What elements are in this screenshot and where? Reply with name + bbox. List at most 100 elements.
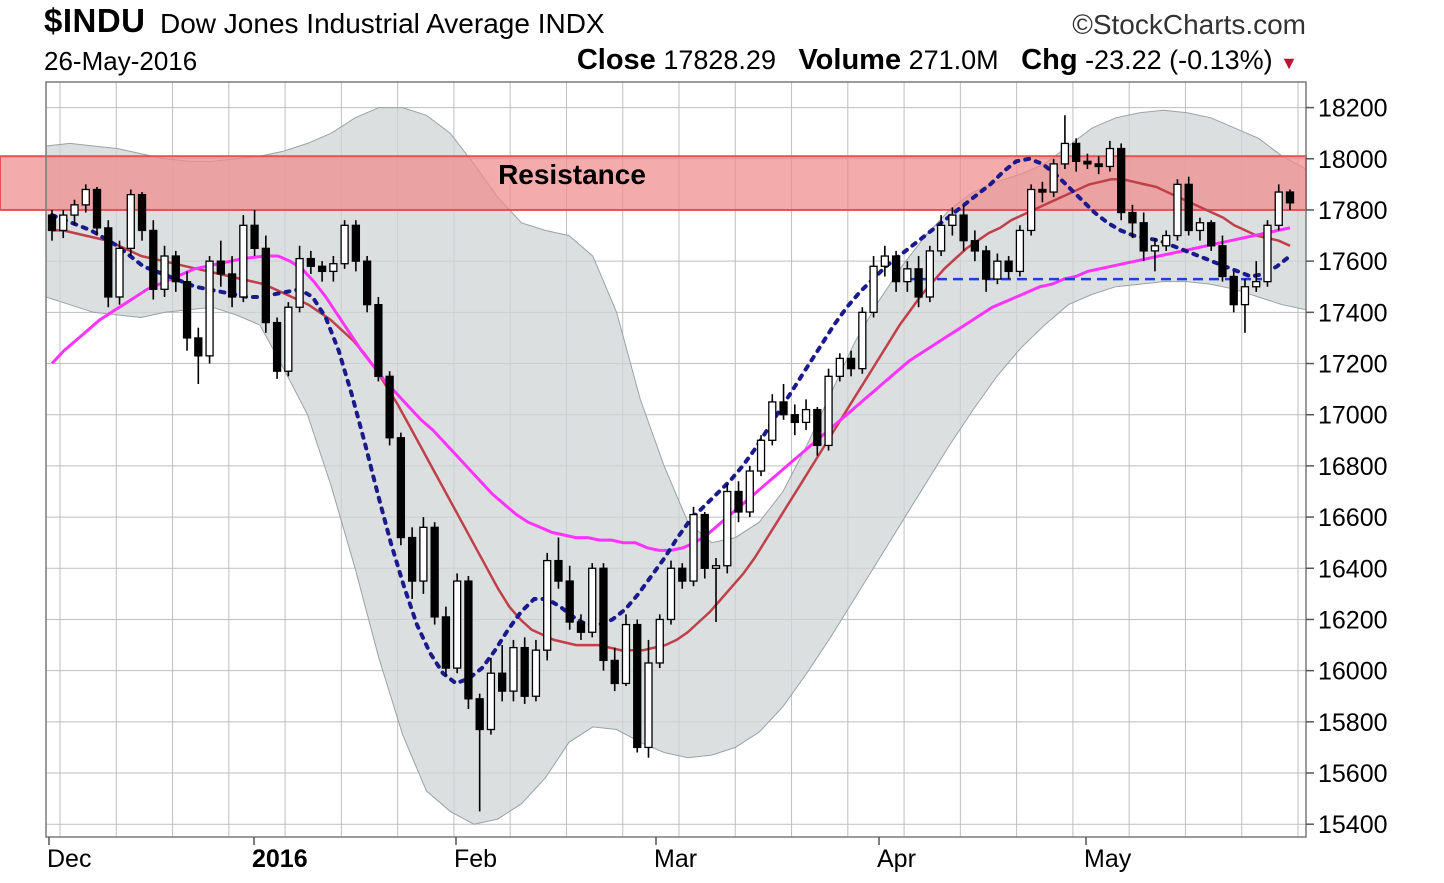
candle-50 <box>610 647 619 692</box>
candle-body-11 <box>171 255 180 283</box>
candle-body-29 <box>374 304 383 377</box>
candle-80 <box>948 207 957 236</box>
candle-17 <box>239 215 248 303</box>
candle-body-67 <box>801 408 811 424</box>
candle-69 <box>824 368 833 451</box>
resistance-band <box>0 155 1307 211</box>
close-label: Close <box>576 44 656 76</box>
candle-body-28 <box>362 260 372 306</box>
candle-92 <box>1083 153 1092 170</box>
index-name: Dow Jones Industrial Average INDX <box>160 8 605 40</box>
y-tick-label-13: 15600 <box>1318 760 1388 788</box>
candle-body-2 <box>70 204 79 216</box>
brand-logo[interactable]: ©StockCharts.com <box>1072 9 1306 40</box>
candle-95 <box>1117 143 1126 221</box>
candle-body-105 <box>1229 275 1238 306</box>
candle-body-56 <box>678 567 687 582</box>
candle-103 <box>1207 220 1216 251</box>
candle-88 <box>1038 181 1047 203</box>
candle-body-13 <box>194 337 203 357</box>
candle-body-78 <box>925 250 935 298</box>
candle-body-79 <box>936 224 946 252</box>
candle-57 <box>689 506 698 587</box>
y-tick-label-0: 18200 <box>1318 95 1388 123</box>
y-tick-label-5: 17200 <box>1318 351 1388 379</box>
candle-body-41 <box>509 646 518 692</box>
candle-96 <box>1128 204 1137 239</box>
candle-body-91 <box>1072 142 1081 162</box>
y-tick-label-4: 17400 <box>1318 299 1388 327</box>
candle-body-97 <box>1139 222 1148 252</box>
chg-value: -23.22 (-0.13%) <box>1085 45 1273 75</box>
candle-body-19 <box>261 247 270 324</box>
candle-body-10 <box>160 255 169 290</box>
candle-body-90 <box>1060 142 1070 165</box>
y-tick-label-3: 17600 <box>1318 248 1388 276</box>
candle-73 <box>869 256 878 318</box>
candle-body-47 <box>576 621 586 633</box>
candle-25 <box>329 256 338 282</box>
candle-body-106 <box>1240 286 1250 306</box>
x-tick-label-0: Dec <box>47 845 91 873</box>
candle-body-26 <box>340 224 349 265</box>
y-tick-label-12: 15800 <box>1318 709 1388 737</box>
candle-body-37 <box>464 580 473 700</box>
candle-body-88 <box>1038 188 1047 193</box>
candle-body-22 <box>295 257 304 308</box>
resistance-label: Resistance <box>498 159 646 190</box>
candle-62 <box>745 465 754 518</box>
candle-40 <box>498 645 507 702</box>
candle-13 <box>194 327 203 384</box>
y-tick-label-14: 15400 <box>1318 811 1388 839</box>
volume-label: Volume <box>798 44 902 76</box>
candle-2 <box>70 199 79 226</box>
plot-frame <box>45 81 1307 838</box>
candle-body-7 <box>126 193 135 250</box>
candle-31 <box>396 432 406 546</box>
candle-105 <box>1229 271 1238 313</box>
candle-84 <box>993 253 1002 285</box>
candle-body-58 <box>700 513 709 569</box>
candle-30 <box>385 371 394 446</box>
candle-102 <box>1195 217 1205 241</box>
candle-39 <box>486 657 496 735</box>
candle-53 <box>644 639 653 758</box>
candle-body-44 <box>543 559 552 651</box>
ticker-symbol: $INDU <box>44 2 146 39</box>
candle-body-61 <box>734 490 743 513</box>
candle-58 <box>700 511 709 579</box>
candle-body-73 <box>869 265 878 313</box>
candles <box>47 115 1295 812</box>
candle-29 <box>374 296 383 382</box>
candle-body-82 <box>970 240 980 252</box>
candle-18 <box>250 209 259 257</box>
candle-78 <box>925 245 935 303</box>
candle-body-75 <box>891 255 901 283</box>
candle-10 <box>160 245 169 297</box>
candle-body-12 <box>182 280 192 339</box>
candle-97 <box>1139 212 1148 262</box>
candle-body-4 <box>92 188 102 229</box>
candle-body-42 <box>520 646 529 697</box>
exchange-label: INDX <box>537 8 605 39</box>
candle-body-55 <box>666 567 676 621</box>
candle-body-30 <box>385 375 394 439</box>
close-value: 17828.29 <box>663 45 776 75</box>
candle-body-69 <box>824 375 833 447</box>
candle-70 <box>835 353 844 382</box>
candle-body-1 <box>59 214 68 232</box>
candle-14 <box>205 256 214 364</box>
candle-body-9 <box>149 229 158 290</box>
candle-109 <box>1274 184 1283 231</box>
candle-body-99 <box>1162 234 1171 247</box>
candle-99 <box>1162 230 1171 251</box>
x-tick-label-4: Apr <box>877 845 916 873</box>
down-triangle-icon: ▼ <box>1280 53 1298 73</box>
candle-body-20 <box>272 321 282 372</box>
candle-66 <box>790 404 799 436</box>
candle-42 <box>520 637 529 704</box>
candle-54 <box>655 614 664 669</box>
y-tick-label-8: 16600 <box>1318 504 1388 532</box>
candle-body-53 <box>644 662 653 749</box>
candle-81 <box>959 204 968 251</box>
